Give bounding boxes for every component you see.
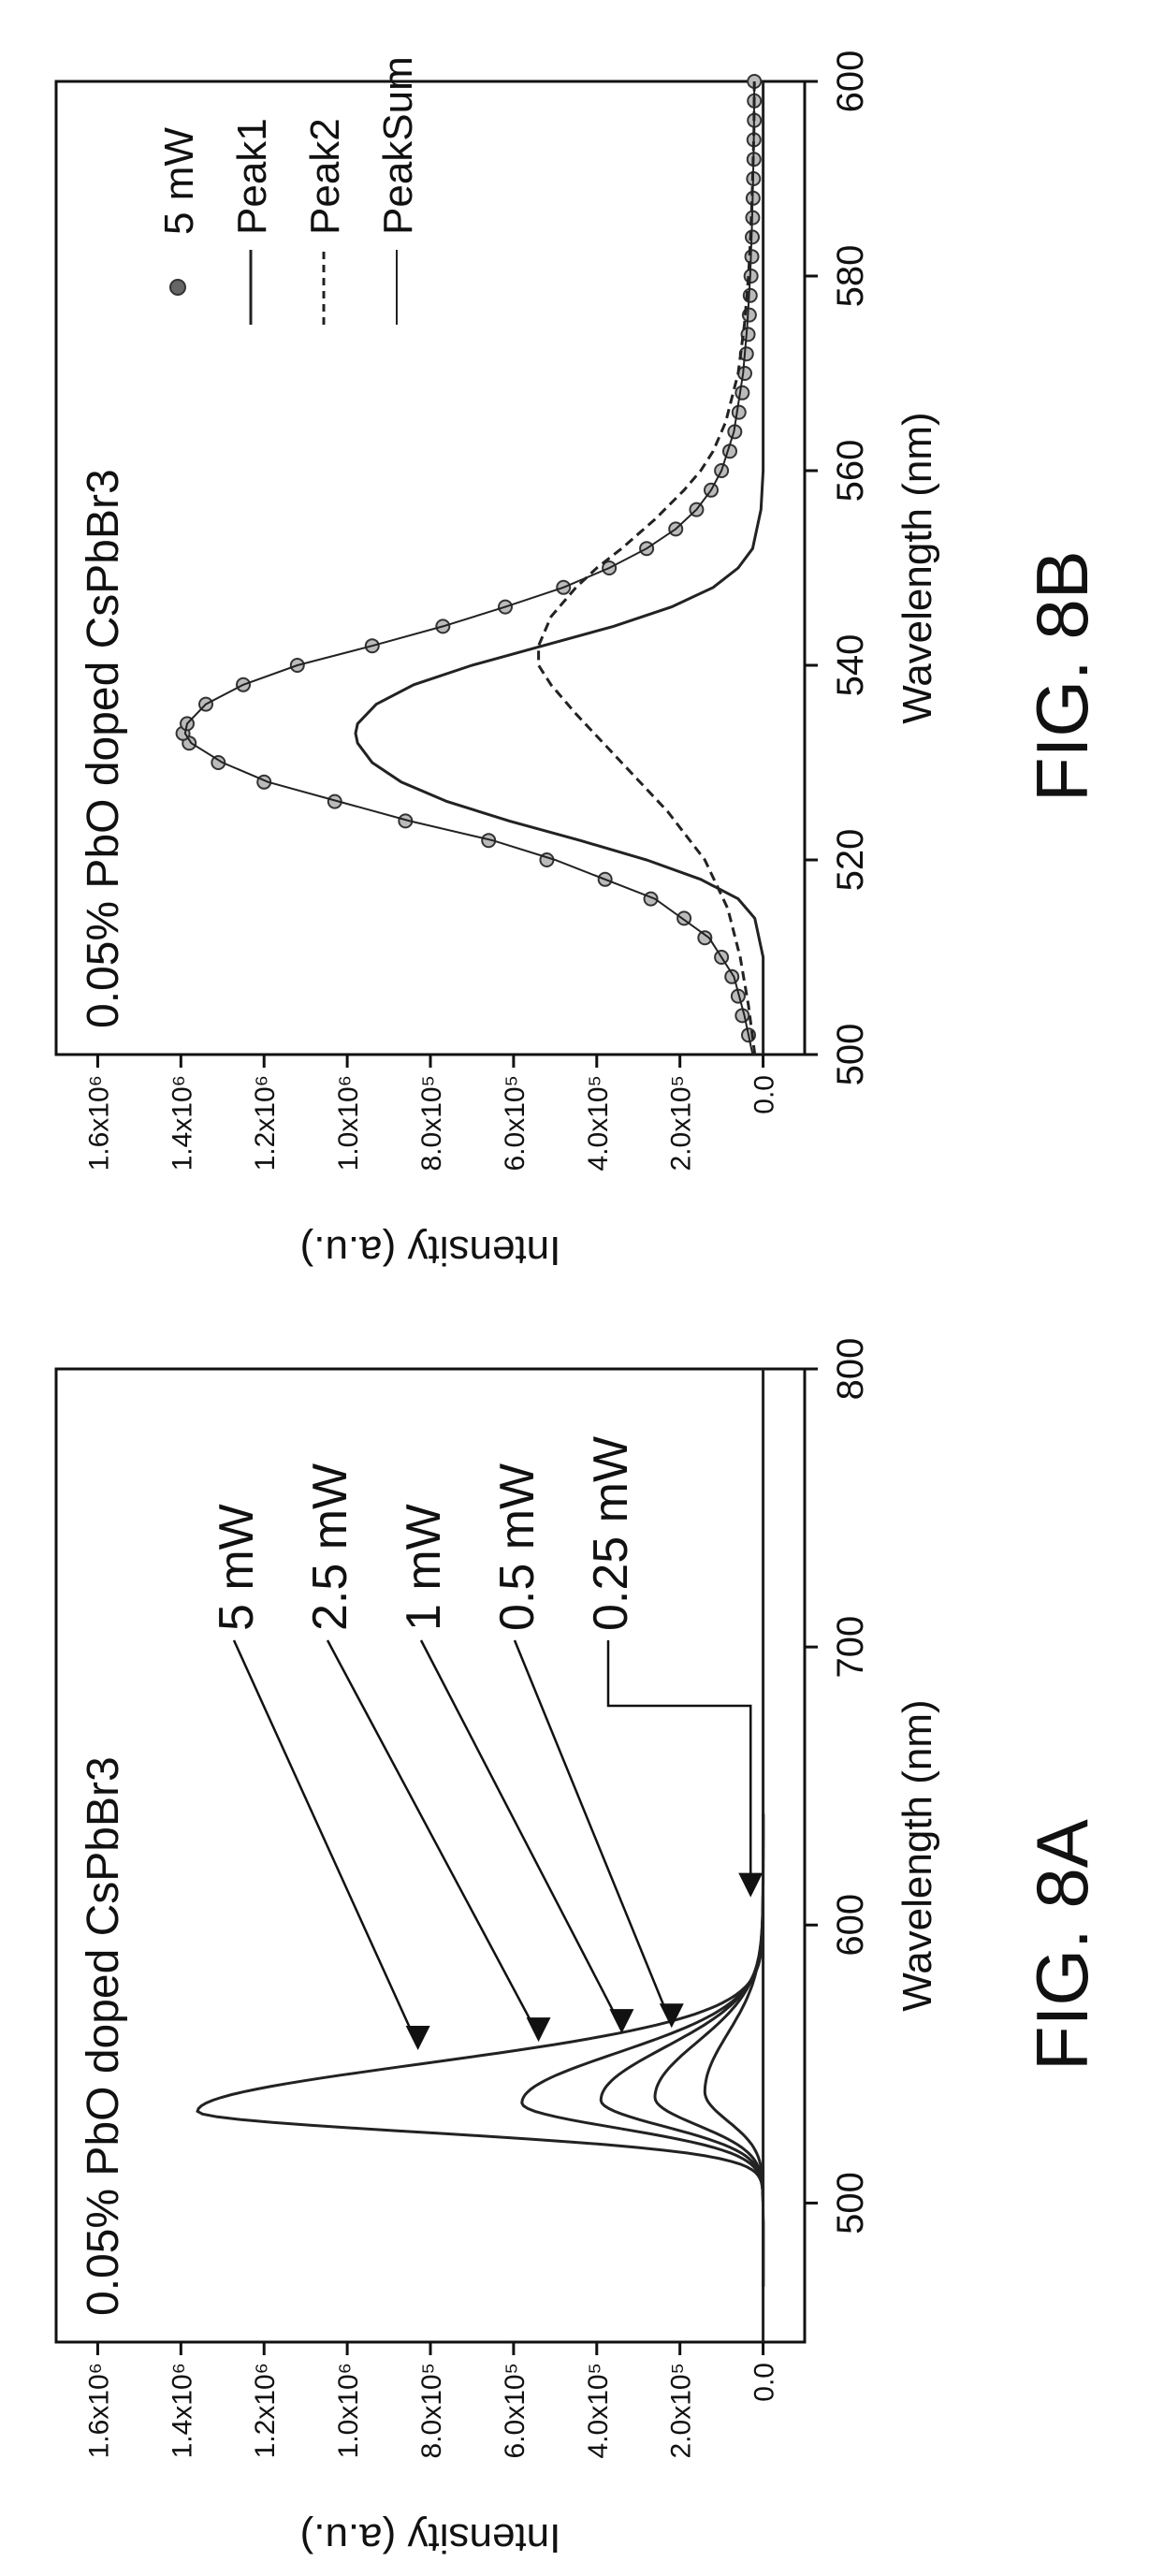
fig8b-series-PeakSum	[183, 80, 756, 1055]
fig8b-series-5-mW-point	[737, 366, 752, 381]
fig8a-annotation-leader	[513, 1639, 667, 2012]
fig8a-x-tick-label: 700	[830, 1616, 871, 1679]
fig8b-x-tick-label: 540	[830, 634, 871, 697]
fig8b-y-tick-label: 0.0	[749, 1075, 780, 1114]
fig8a-y-tick-label: 1.6x10⁶	[83, 2363, 114, 2458]
fig8b-legend-Peak1-label: Peak1	[229, 118, 275, 235]
fig8a-annotation-arrow	[738, 1872, 764, 1898]
figure-8b: 500 520 540 560 580 600 0.0 2.0x10⁵ 4.0x10⁵ 6.0x1…	[0, 1, 1149, 1288]
fig8b-series-5-mW-point	[697, 930, 713, 946]
figure-label-8b: FIG. 8B	[1021, 550, 1103, 802]
fig8a-y-tick-label: 6.0x10⁵	[500, 2363, 531, 2459]
fig8a-y-tick-label: 4.0x10⁵	[583, 2363, 614, 2459]
fig8a-x-tick-label: 800	[830, 1338, 871, 1401]
fig8b-y-tick-label: 1.4x10⁶	[167, 1075, 197, 1171]
fig8b-y-axis-title: Intensity (a.u.)	[300, 1228, 561, 1273]
fig8a-y-axis-title: Intensity (a.u.)	[300, 2515, 561, 2561]
fig8a-series-2-5-mW	[520, 1813, 765, 2287]
fig8a-annotation-leader	[419, 1639, 618, 2017]
fig8b-series-Peak2	[537, 80, 757, 1055]
fig8a-annotation-arrow	[659, 2003, 684, 2029]
fig8a-x-axis-title: Wavelength (nm)	[894, 1699, 940, 2011]
fig8b-x-tick-label: 500	[830, 1024, 871, 1086]
fig8b-series-Peak1	[354, 81, 765, 1055]
fig8b-y-tick-label: 1.2x10⁶	[250, 1075, 281, 1171]
fig8b-legend-PeakSum-label: PeakSum	[375, 56, 421, 235]
fig8a-annotation-arrow	[405, 2026, 430, 2050]
fig8a-annotation-arrow	[609, 2009, 634, 2034]
fig8a-annotation-leader	[232, 1639, 414, 2034]
fig8b-y-tick-label: 6.0x10⁵	[500, 1075, 531, 1172]
fig8a-annotation-label: 2.5 mW	[303, 1463, 357, 1631]
fig8a-annotation-leader	[606, 1640, 752, 1885]
fig8a-annotation-arrow	[526, 2017, 551, 2043]
fig8b-x-tick-label: 520	[830, 829, 871, 892]
fig8b-y-tick-label: 1.0x10⁶	[333, 1075, 364, 1171]
figure-8a: 500 600 700 800 0.0 2.0x10⁵ 4.0x10⁵ 6.0x10⁵ 8.0x…	[0, 1288, 1149, 2576]
fig8a-y-tick-label: 1.0x10⁶	[333, 2363, 364, 2458]
fig8b-series-5-mW-point	[740, 327, 756, 342]
fig8a-annotation-label: 0.25 mW	[584, 1436, 638, 1631]
chart-8b: 500 520 540 560 580 600 0.0 2.0x10⁵ 4.0x10⁵ 6.0x1…	[54, 51, 940, 1273]
fig8b-y-tick-label: 2.0x10⁵	[666, 1075, 697, 1172]
fig8a-x-tick-label: 500	[830, 2172, 871, 2234]
chart-8a: 500 600 700 800 0.0 2.0x10⁵ 4.0x10⁵ 6.0x10⁵ 8.0x…	[54, 1338, 940, 2561]
fig8a-y-tick-label: 2.0x10⁵	[666, 2363, 697, 2459]
fig8b-y-tick-label: 1.6x10⁶	[83, 1075, 114, 1171]
figure-label-8a: FIG. 8A	[1021, 1819, 1103, 2071]
fig8a-annotation-label: 5 mW	[210, 1504, 264, 1631]
fig8b-x-tick-label: 560	[830, 440, 871, 502]
fig8a-series-0-25-mW	[703, 1813, 765, 2287]
fig8b-series-5-mW-point	[734, 385, 750, 400]
fig8b-x-axis-title: Wavelength (nm)	[894, 412, 940, 723]
fig8b-legend-5-mW-label: 5 mW	[156, 127, 202, 235]
fig8b-series-5-mW-point	[731, 404, 747, 420]
fig8b-x-tick-label: 580	[830, 245, 871, 308]
fig8b-y-tick-label: 4.0x10⁵	[583, 1075, 614, 1172]
fig8a-series-5-mW	[196, 1813, 765, 2287]
fig8a-annotation-label: 0.5 mW	[490, 1463, 545, 1631]
fig8b-chart-title: 0.05% PbO doped CsPbBr3	[79, 469, 128, 1028]
fig8a-annotation-label: 1 mW	[397, 1504, 451, 1631]
fig8b-x-tick-label: 600	[830, 51, 871, 113]
fig8b-legend-Peak2-label: Peak2	[302, 118, 348, 235]
fig8a-y-tick-label: 1.2x10⁶	[250, 2363, 281, 2458]
fig8a-x-tick-label: 600	[830, 1894, 871, 1957]
fig8b-y-tick-label: 8.0x10⁵	[416, 1075, 447, 1172]
fig8a-y-tick-label: 8.0x10⁵	[416, 2363, 447, 2459]
fig8a-y-tick-label: 0.0	[749, 2363, 780, 2402]
fig8b-legend-5-mW-marker	[169, 279, 186, 296]
fig8a-y-tick-label: 1.4x10⁶	[167, 2363, 197, 2458]
fig8a-chart-title: 0.05% PbO doped CsPbBr3	[79, 1756, 128, 2316]
fig8a-annotation-leader	[326, 1639, 534, 2026]
